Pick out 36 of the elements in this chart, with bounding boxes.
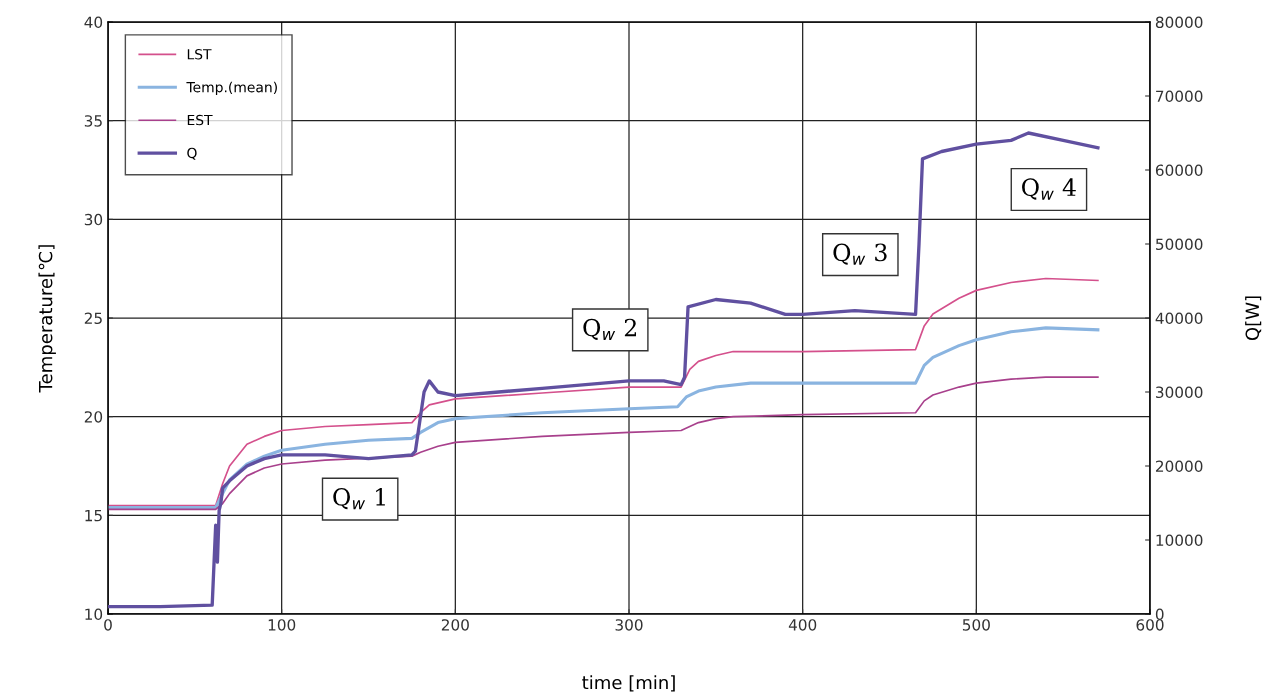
y-tick-label: 25 bbox=[84, 312, 102, 325]
y-axis-title: Temperature[℃] bbox=[38, 245, 56, 393]
y2-tick-label: 50000 bbox=[1156, 238, 1203, 251]
annotation: Q$_{w}$ 3 bbox=[833, 243, 887, 265]
x-tick-label: 500 bbox=[962, 619, 990, 631]
y-tick-label: 10 bbox=[85, 608, 103, 621]
y2-tick-label: 60000 bbox=[1155, 164, 1203, 177]
x-tick-label: 300 bbox=[615, 619, 643, 631]
y-tick-label: 30 bbox=[84, 213, 103, 226]
x-tick-label: 400 bbox=[788, 619, 817, 631]
legend-label: LST bbox=[187, 49, 212, 60]
line-series bbox=[108, 376, 1099, 511]
y2-axis-title: Q[W] bbox=[1245, 296, 1262, 341]
y2-tick-label: 20000 bbox=[1155, 460, 1203, 473]
annotation: Q$_{w}$ 2 bbox=[583, 318, 636, 341]
x-tick-label: 100 bbox=[268, 619, 296, 631]
y-tick-label: 35 bbox=[84, 115, 102, 127]
y2-tick-label: 10000 bbox=[1156, 534, 1203, 547]
line-series bbox=[108, 131, 1100, 609]
y2-tick-label: 30000 bbox=[1156, 386, 1203, 399]
y2-tick-label: 70000 bbox=[1156, 90, 1203, 103]
y2-tick-label: 0 bbox=[1155, 608, 1164, 621]
y2-tick-label: 80000 bbox=[1155, 16, 1203, 29]
annotation: Q$_{w}$ 4 bbox=[1022, 178, 1076, 200]
x-tick-label: 600 bbox=[1136, 619, 1164, 631]
legend-label: EST bbox=[187, 114, 213, 126]
annotation: Q$_{w}$ 1 bbox=[333, 487, 385, 510]
y-tick-label: 40 bbox=[84, 16, 103, 29]
y-tick-label: 20 bbox=[84, 411, 103, 423]
x-tick-label: 200 bbox=[441, 619, 469, 631]
y2-tick-label: 40000 bbox=[1155, 312, 1203, 325]
y-tick-label: 15 bbox=[85, 510, 102, 522]
x-tick-label: 0 bbox=[104, 619, 112, 631]
legend-label: Temp.(mean) bbox=[186, 81, 277, 96]
legend-label: Q bbox=[187, 147, 197, 160]
x-axis-title: time [min] bbox=[582, 675, 675, 692]
